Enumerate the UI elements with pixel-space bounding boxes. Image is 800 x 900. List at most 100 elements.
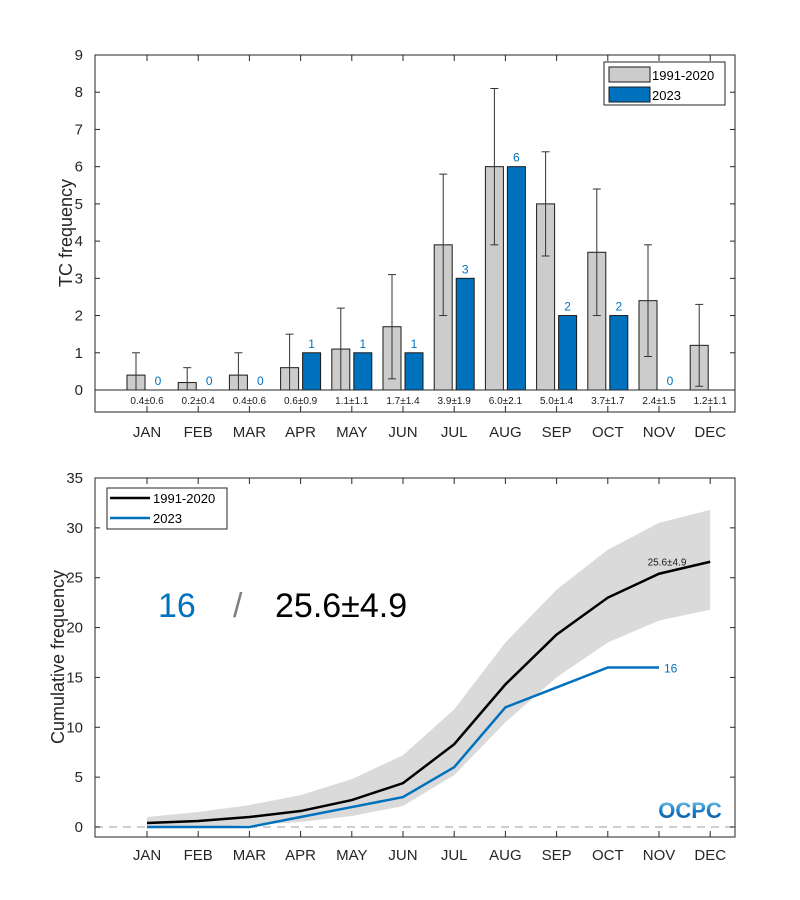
bottom-y-tick-label: 15 xyxy=(66,669,83,686)
bottom-y-tick-label: 5 xyxy=(75,769,83,786)
stat-label: 3.9±1.9 xyxy=(438,396,472,407)
stat-label: 6.0±2.1 xyxy=(489,396,523,407)
bottom-x-tick-label: JAN xyxy=(133,847,161,864)
top-x-tick-label: MAY xyxy=(336,424,367,441)
big-climatology-total: 25.6±4.9 xyxy=(275,587,407,625)
stat-label: 2.4±1.5 xyxy=(642,396,676,407)
stat-label: 0.2±0.4 xyxy=(182,396,216,407)
ocpc-logo-text: OCPC xyxy=(658,798,722,823)
big-separator: / xyxy=(233,587,243,625)
bottom-legend-label-climatology: 1991-2020 xyxy=(153,491,215,506)
bar-2023-value-label: 1 xyxy=(308,337,315,351)
top-y-tick-label: 4 xyxy=(75,233,83,250)
top-x-tick-label: JUL xyxy=(441,424,468,441)
bar-2023-value-label: 0 xyxy=(155,374,162,388)
bottom-x-tick-label: SEP xyxy=(542,847,572,864)
top-x-tick-label: AUG xyxy=(489,424,522,441)
bottom-y-tick-label: 0 xyxy=(75,819,83,836)
top-value-labels: 0 0 0 1 1 1 3 6 2 2 0 xyxy=(155,151,674,388)
top-y-tick-label: 8 xyxy=(75,84,83,101)
bar-2023 xyxy=(609,315,629,391)
top-x-tick-label: SEP xyxy=(542,424,572,441)
bottom-x-tick-label: NOV xyxy=(643,847,676,864)
bar-2023 xyxy=(506,166,526,391)
top-x-tick-label: APR xyxy=(285,424,316,441)
top-y-tick-label: 0 xyxy=(75,382,83,399)
bar-2023-value-label: 3 xyxy=(462,262,469,276)
stat-label: 0.4±0.6 xyxy=(233,396,267,407)
bar-2023-value-label: 1 xyxy=(359,337,366,351)
top-errorbars xyxy=(132,88,704,391)
top-x-tick-label: MAR xyxy=(233,424,267,441)
climatology-end-label: 25.6±4.9 xyxy=(648,558,687,569)
top-y-tick-label: 7 xyxy=(75,121,83,138)
top-legend-label-climatology: 1991-2020 xyxy=(652,68,714,83)
bottom-x-tick-label: MAY xyxy=(336,847,367,864)
bottom-y-axis: 0 5 10 15 20 25 30 35 xyxy=(66,470,735,836)
bar-2023 xyxy=(353,352,373,391)
year-end-label: 16 xyxy=(664,661,678,675)
bottom-y-tick-label: 35 xyxy=(66,470,83,487)
climatology-line xyxy=(146,560,711,825)
stat-label: 1.2±1.1 xyxy=(694,396,728,407)
top-y-tick-label: 6 xyxy=(75,159,83,176)
top-legend: 1991-2020 2023 xyxy=(603,61,726,106)
bottom-y-tick-label: 10 xyxy=(66,719,83,736)
bottom-y-tick-label: 30 xyxy=(66,520,83,537)
bar-2023-value-label: 1 xyxy=(411,337,418,351)
bottom-legend-label-2023: 2023 xyxy=(153,511,182,526)
bottom-y-tick-label: 25 xyxy=(66,570,83,587)
bottom-x-tick-label: DEC xyxy=(694,847,726,864)
top-x-axis: JAN FEB MAR APR MAY JUN JUL AUG SEP OCT NOV DEC xyxy=(133,55,726,441)
top-x-tick-label: JUN xyxy=(388,424,417,441)
bottom-x-tick-label: JUN xyxy=(388,847,417,864)
stat-label: 3.7±1.7 xyxy=(591,396,625,407)
top-y-tick-label: 1 xyxy=(75,345,83,362)
top-y-axis: 0 1 2 3 4 5 6 7 8 9 xyxy=(75,47,735,399)
top-legend-swatch-climatology xyxy=(608,66,651,83)
bottom-y-axis-title: Cumulative frequency xyxy=(48,570,68,744)
top-y-tick-label: 9 xyxy=(75,47,83,64)
bar-2023-value-label: 0 xyxy=(667,374,674,388)
bottom-x-axis: JAN FEB MAR APR MAY JUN JUL AUG SEP OCT NOV DEC xyxy=(133,478,726,864)
bar-2023-value-label: 2 xyxy=(615,300,622,314)
top-legend-swatch-2023 xyxy=(608,86,651,103)
bottom-x-tick-label: FEB xyxy=(184,847,213,864)
bottom-x-tick-label: JUL xyxy=(441,847,468,864)
bottom-y-tick-label: 20 xyxy=(66,620,83,637)
bottom-x-tick-label: OCT xyxy=(592,847,624,864)
stat-label: 5.0±1.4 xyxy=(540,396,574,407)
bar-2023 xyxy=(404,352,424,391)
top-x-tick-label: OCT xyxy=(592,424,624,441)
top-y-tick-label: 5 xyxy=(75,196,83,213)
top-bars xyxy=(126,166,709,391)
bar-2023 xyxy=(558,315,578,391)
climatology-std-band xyxy=(147,509,711,827)
stat-label: 1.1±1.1 xyxy=(335,396,369,407)
bar-2023-value-label: 0 xyxy=(206,374,213,388)
bottom-legend-box xyxy=(106,487,228,530)
bottom-legend: 1991-2020 2023 xyxy=(106,487,228,530)
monthly-bar-chart: 0 1 2 3 4 5 6 7 8 9 JAN FEB MAR APR MAY JUN JUL AUG SEP OC… xyxy=(56,47,736,441)
bottom-x-tick-label: AUG xyxy=(489,847,522,864)
bar-2023-value-label: 0 xyxy=(257,374,264,388)
bottom-x-tick-label: APR xyxy=(285,847,316,864)
bar-2023-value-label: 2 xyxy=(564,300,571,314)
bar-2023 xyxy=(302,352,322,391)
ocpc-logo: OCPC xyxy=(658,798,722,823)
top-legend-label-2023: 2023 xyxy=(652,88,681,103)
bar-2023 xyxy=(455,277,475,391)
year-2023-line xyxy=(147,666,659,829)
stat-label: 0.6±0.9 xyxy=(284,396,318,407)
top-y-tick-label: 3 xyxy=(75,270,83,287)
top-x-tick-label: FEB xyxy=(184,424,213,441)
bottom-x-tick-label: MAR xyxy=(233,847,267,864)
bar-2023-value-label: 6 xyxy=(513,151,520,165)
top-x-tick-label: NOV xyxy=(643,424,676,441)
cumulative-line-chart: 0 5 10 15 20 25 30 35 JAN FEB MAR APR MAY JUN JUL AUG S… xyxy=(48,470,736,864)
top-stat-labels: 0.4±0.6 0.2±0.4 0.4±0.6 0.6±0.9 1.1±1.1 1.7±1… xyxy=(130,396,727,407)
stat-label: 1.7±1.4 xyxy=(386,396,420,407)
top-x-tick-label: DEC xyxy=(694,424,726,441)
top-y-tick-label: 2 xyxy=(75,308,83,325)
